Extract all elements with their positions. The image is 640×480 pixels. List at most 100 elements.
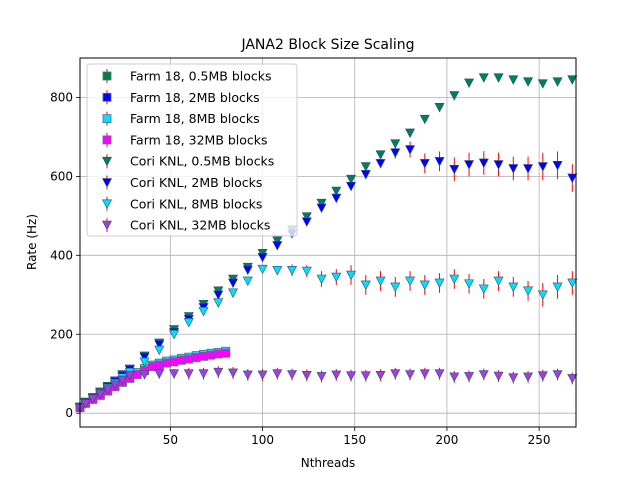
legend-marker bbox=[102, 220, 112, 231]
data-point bbox=[346, 181, 357, 192]
data-point bbox=[478, 158, 489, 169]
data-point bbox=[493, 276, 504, 287]
data-point bbox=[301, 371, 312, 381]
data-point bbox=[206, 350, 216, 360]
data-point bbox=[493, 73, 504, 83]
data-point bbox=[405, 128, 416, 139]
data-point bbox=[199, 351, 208, 361]
data-point bbox=[272, 369, 283, 379]
chart-title: JANA2 Block Size Scaling bbox=[240, 37, 414, 53]
data-point bbox=[183, 369, 194, 379]
data-point bbox=[213, 349, 223, 359]
data-point bbox=[449, 274, 460, 285]
legend-marker bbox=[102, 71, 112, 81]
data-point bbox=[316, 203, 327, 214]
data-point bbox=[523, 77, 534, 87]
data-point bbox=[213, 367, 224, 378]
data-point bbox=[272, 236, 283, 246]
data-point bbox=[375, 150, 386, 160]
data-point bbox=[419, 369, 430, 379]
data-point bbox=[523, 164, 534, 174]
data-point bbox=[198, 307, 209, 317]
legend-label: Farm 18, 0.5MB blocks bbox=[130, 69, 272, 84]
data-point bbox=[390, 139, 401, 149]
data-point bbox=[449, 164, 460, 175]
data-point bbox=[537, 79, 548, 89]
data-point bbox=[221, 348, 231, 358]
data-point bbox=[257, 252, 268, 263]
legend-marker bbox=[102, 135, 112, 145]
data-point bbox=[537, 290, 548, 300]
legend-marker bbox=[102, 178, 112, 188]
legend-label: Cori KNL, 0.5MB blocks bbox=[130, 154, 274, 169]
data-point bbox=[390, 148, 401, 158]
data-point bbox=[375, 371, 386, 381]
data-point bbox=[567, 374, 578, 384]
data-point bbox=[434, 103, 445, 113]
data-point bbox=[139, 352, 150, 363]
data-point bbox=[228, 278, 239, 289]
data-point bbox=[464, 78, 475, 89]
legend-label: Farm 18, 32MB blocks bbox=[130, 132, 268, 147]
data-point bbox=[301, 266, 312, 277]
legend-label: Cori KNL, 8MB blocks bbox=[130, 196, 262, 211]
data-point bbox=[405, 276, 416, 287]
data-point bbox=[552, 282, 563, 293]
data-point bbox=[360, 280, 371, 291]
y-tick-label: 600 bbox=[50, 169, 73, 183]
data-point bbox=[478, 370, 489, 380]
data-point bbox=[183, 318, 194, 328]
data-point bbox=[147, 362, 157, 372]
data-point bbox=[405, 145, 416, 155]
data-point bbox=[552, 161, 563, 171]
data-point bbox=[360, 371, 371, 381]
data-point bbox=[257, 370, 268, 381]
data-point bbox=[102, 385, 113, 395]
data-point bbox=[257, 264, 268, 275]
data-point bbox=[213, 298, 224, 308]
data-point bbox=[375, 159, 386, 169]
data-point bbox=[537, 162, 548, 172]
data-point bbox=[154, 369, 165, 379]
data-point bbox=[523, 286, 534, 296]
data-point bbox=[331, 186, 342, 197]
data-point bbox=[508, 373, 519, 383]
data-point bbox=[449, 91, 460, 101]
y-tick-label: 0 bbox=[65, 406, 73, 420]
legend-marker bbox=[102, 156, 112, 167]
data-point bbox=[169, 357, 179, 367]
data-point bbox=[346, 270, 357, 281]
data-point bbox=[316, 274, 327, 285]
y-tick-label: 400 bbox=[50, 248, 73, 262]
data-point bbox=[272, 266, 283, 276]
x-axis-label: Nthreads bbox=[301, 456, 356, 470]
data-point bbox=[552, 370, 563, 380]
data-point bbox=[478, 284, 489, 295]
data-point bbox=[346, 174, 357, 185]
legend-label: Cori KNL, 2MB blocks bbox=[130, 175, 262, 190]
data-point bbox=[464, 160, 475, 170]
legend-label: Cori KNL, 32MB blocks bbox=[130, 218, 270, 233]
data-point bbox=[191, 353, 201, 362]
data-point bbox=[331, 193, 342, 204]
data-point bbox=[434, 369, 445, 379]
x-tick-label: 50 bbox=[163, 433, 178, 447]
legend: Farm 18, 0.5MB blocks Farm 18, 2MB blocks… bbox=[86, 63, 298, 237]
data-point bbox=[375, 276, 386, 287]
data-point bbox=[177, 355, 186, 365]
data-point bbox=[301, 217, 312, 227]
data-point bbox=[552, 77, 563, 87]
data-point bbox=[228, 288, 239, 298]
data-point bbox=[567, 173, 578, 184]
y-tick-label: 200 bbox=[50, 327, 73, 341]
data-point bbox=[405, 370, 416, 380]
data-point bbox=[523, 372, 534, 383]
data-point bbox=[508, 164, 519, 174]
data-point bbox=[169, 329, 180, 340]
legend-marker bbox=[102, 92, 112, 102]
legend-label: Farm 18, 8MB blocks bbox=[130, 111, 260, 126]
axis-ticks: 50 100 150 200 250 0 200 400 600 800 bbox=[50, 90, 550, 447]
data-point bbox=[434, 278, 445, 289]
data-point bbox=[242, 276, 253, 287]
